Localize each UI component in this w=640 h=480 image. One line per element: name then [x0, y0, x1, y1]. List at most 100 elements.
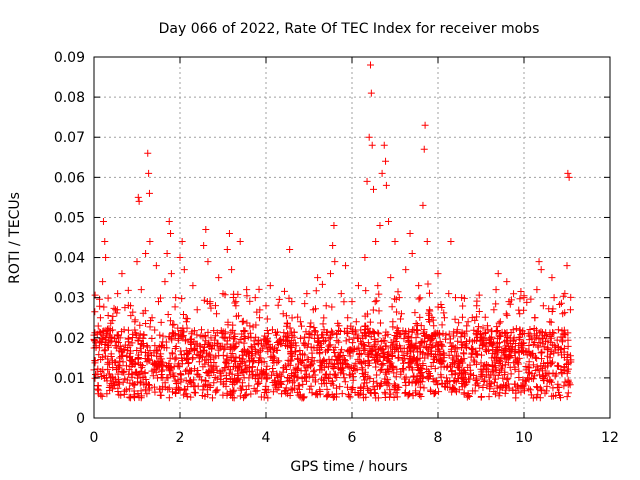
density-point	[458, 383, 466, 391]
data-point	[114, 290, 122, 298]
density-point	[307, 382, 315, 390]
density-point	[119, 358, 127, 366]
density-point	[328, 303, 336, 311]
density-point	[416, 313, 424, 321]
density-point	[477, 365, 485, 373]
density-point	[333, 390, 341, 398]
density-point	[319, 333, 327, 341]
density-point	[208, 344, 216, 352]
density-point	[384, 348, 392, 356]
data-point	[157, 350, 165, 358]
density-point	[406, 343, 414, 351]
density-point	[112, 365, 120, 373]
density-point	[183, 315, 191, 323]
density-point	[129, 308, 137, 316]
density-point	[168, 388, 176, 396]
data-point	[363, 177, 371, 185]
density-point	[201, 392, 209, 400]
density-point	[400, 351, 408, 359]
density-point	[217, 342, 225, 350]
density-point	[372, 352, 380, 360]
density-point	[193, 370, 201, 378]
density-point	[264, 337, 272, 345]
density-point	[446, 339, 454, 347]
density-point	[115, 391, 123, 399]
density-point	[278, 340, 286, 348]
density-point	[466, 366, 474, 374]
data-point	[378, 169, 386, 177]
density-point	[114, 339, 122, 347]
density-point	[468, 345, 476, 353]
density-point	[335, 338, 343, 346]
density-point	[335, 322, 343, 330]
density-point	[105, 337, 113, 345]
density-point	[151, 388, 159, 396]
data-point	[204, 258, 212, 266]
density-point	[119, 351, 127, 359]
density-point	[483, 381, 491, 389]
density-point	[515, 367, 523, 375]
density-point	[235, 363, 243, 371]
x-tick-label: 2	[176, 430, 185, 446]
density-point	[329, 381, 337, 389]
density-point	[353, 365, 361, 373]
density-point	[436, 329, 444, 337]
density-point	[226, 333, 234, 341]
density-point	[449, 354, 457, 362]
density-point	[317, 340, 325, 348]
data-point	[101, 238, 109, 246]
density-point	[213, 340, 221, 348]
density-point	[256, 306, 264, 314]
density-point	[463, 327, 471, 335]
density-point	[337, 348, 345, 356]
data-point	[365, 133, 373, 141]
data-point	[447, 238, 455, 246]
data-point	[550, 294, 558, 302]
density-point	[123, 352, 131, 360]
density-point	[502, 310, 510, 318]
y-tick-label: 0.04	[54, 251, 85, 267]
data-point	[243, 286, 251, 294]
density-point	[149, 372, 157, 380]
data-point	[286, 246, 294, 254]
density-point	[352, 360, 360, 368]
density-point	[525, 385, 533, 393]
density-point	[544, 344, 552, 352]
density-point	[472, 330, 480, 338]
data-point	[148, 314, 156, 322]
density-point	[375, 307, 383, 315]
density-point	[159, 338, 167, 346]
data-point	[118, 270, 126, 278]
density-point	[556, 300, 564, 308]
density-point	[169, 321, 177, 329]
density-point	[495, 319, 503, 327]
density-point	[122, 362, 130, 370]
density-point	[113, 331, 121, 339]
density-point	[199, 363, 207, 371]
density-point	[509, 337, 517, 345]
density-point	[492, 300, 500, 308]
density-point	[211, 332, 219, 340]
density-point	[166, 371, 174, 379]
density-point	[392, 337, 400, 345]
density-point	[109, 326, 117, 334]
density-point	[323, 328, 331, 336]
density-point	[393, 365, 401, 373]
density-point	[263, 362, 271, 370]
density-point	[231, 299, 239, 307]
density-point	[526, 325, 534, 333]
density-point	[451, 344, 459, 352]
density-point	[197, 349, 205, 357]
density-point	[463, 393, 471, 401]
density-point	[558, 327, 566, 335]
density-point	[536, 394, 544, 402]
density-point	[529, 394, 537, 402]
data-point	[496, 318, 504, 326]
data-point	[133, 258, 141, 266]
density-point	[380, 349, 388, 357]
density-point	[371, 298, 379, 306]
density-point	[164, 311, 172, 319]
density-point	[346, 352, 354, 360]
density-point	[349, 376, 357, 384]
density-point	[136, 344, 144, 352]
